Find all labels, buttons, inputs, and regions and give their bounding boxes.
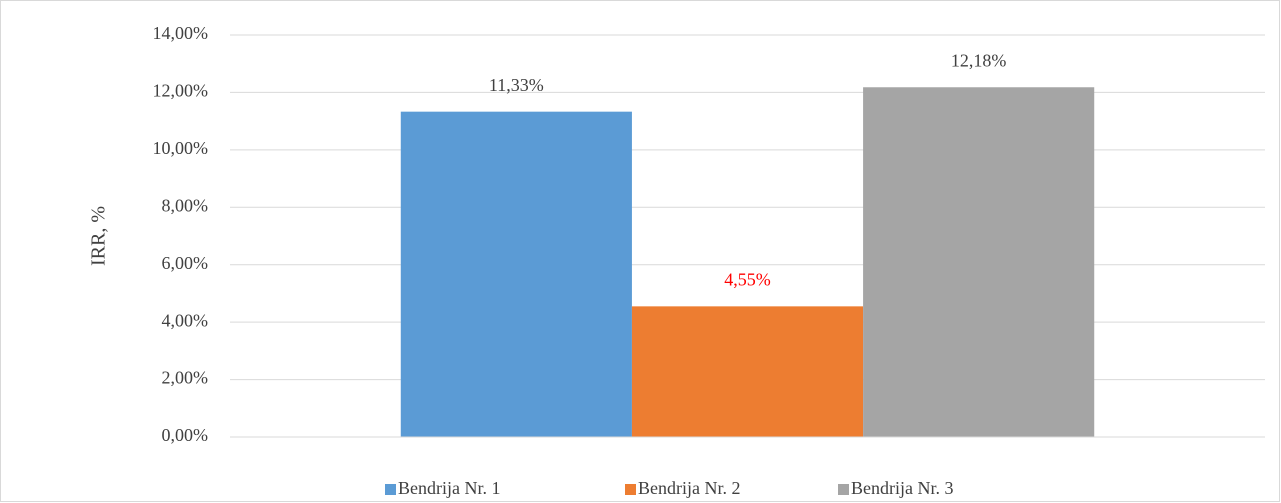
data-label: 12,18% xyxy=(951,50,1007,70)
y-tick-label: 6,00% xyxy=(162,253,209,273)
legend-label: Bendrija Nr. 2 xyxy=(638,478,740,498)
legend-swatch xyxy=(838,484,849,495)
bar xyxy=(400,111,632,437)
data-label: 4,55% xyxy=(724,269,771,289)
y-tick-label: 12,00% xyxy=(153,81,209,101)
y-tick-label: 2,00% xyxy=(162,368,209,388)
legend-label: Bendrija Nr. 1 xyxy=(398,478,500,498)
y-tick-label: 14,00% xyxy=(153,23,209,43)
bar xyxy=(863,87,1095,437)
data-label: 11,33% xyxy=(489,75,544,95)
bar xyxy=(631,306,864,437)
legend-label: Bendrija Nr. 3 xyxy=(851,478,953,498)
y-tick-label: 0,00% xyxy=(162,425,209,445)
legend-swatch xyxy=(385,484,396,495)
y-tick-label: 8,00% xyxy=(162,195,209,215)
y-tick-label: 4,00% xyxy=(162,310,209,330)
y-tick-label: 10,00% xyxy=(153,138,209,158)
legend-swatch xyxy=(625,484,636,495)
y-axis-label: IRR, % xyxy=(88,206,110,266)
